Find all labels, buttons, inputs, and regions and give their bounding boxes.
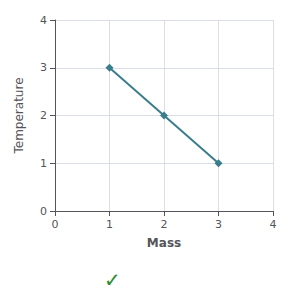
svg-text:2: 2: [40, 109, 47, 122]
svg-text:3: 3: [215, 218, 222, 231]
svg-text:1: 1: [40, 157, 47, 170]
svg-text:4: 4: [270, 218, 277, 231]
svg-text:2: 2: [161, 218, 168, 231]
svg-text:Mass: Mass: [147, 236, 181, 250]
svg-text:3: 3: [40, 61, 47, 74]
svg-text:0: 0: [40, 205, 47, 218]
svg-text:4: 4: [40, 14, 47, 27]
svg-text:1: 1: [106, 218, 113, 231]
svg-text:✓: ✓: [104, 268, 121, 292]
svg-text:Temperature: Temperature: [12, 77, 26, 154]
svg-text:0: 0: [52, 218, 59, 231]
